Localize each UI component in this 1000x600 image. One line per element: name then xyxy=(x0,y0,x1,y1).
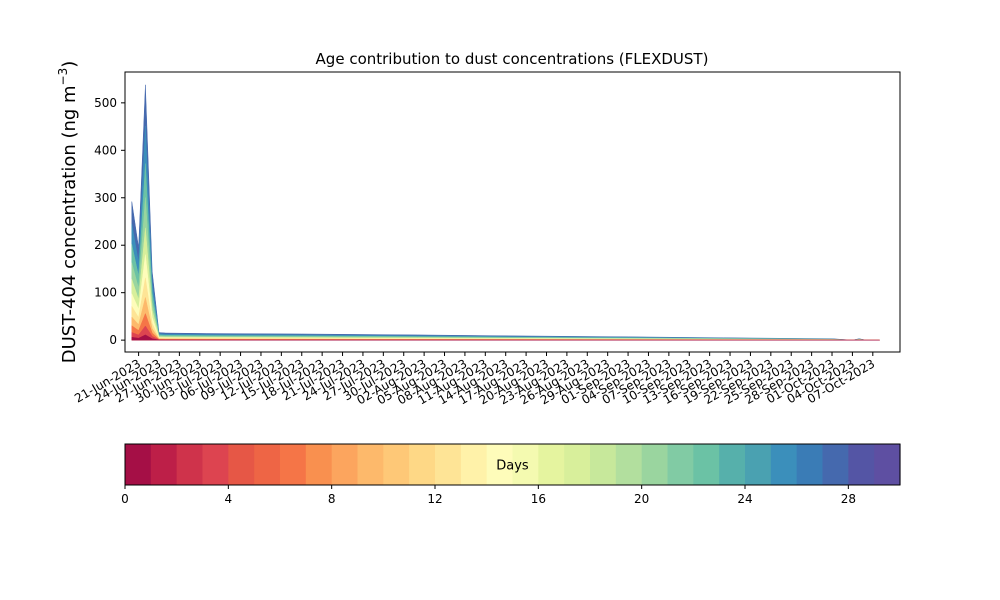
colorbar-tick-label: 24 xyxy=(737,492,752,506)
age-area-layer xyxy=(131,334,880,341)
colorbar-segment xyxy=(460,444,488,485)
colorbar-segment xyxy=(280,444,307,485)
colorbar-segment xyxy=(538,444,565,485)
colorbar-segment xyxy=(512,444,539,485)
age-area-layer xyxy=(131,197,880,341)
y-axis-label-text: DUST-404 concentration (ng m xyxy=(59,85,80,363)
colorbar-tick-label: 28 xyxy=(841,492,856,506)
age-area-layer xyxy=(131,125,880,341)
colorbar-segment xyxy=(770,444,798,485)
y-tick-label: 300 xyxy=(94,191,117,205)
y-tick-label: 200 xyxy=(94,238,117,252)
y-axis-label-unit-superscript: −3 xyxy=(56,68,70,86)
colorbar-segment xyxy=(202,444,229,485)
colorbar-segment xyxy=(719,444,746,485)
colorbar-segment xyxy=(305,444,333,485)
colorbar-segment xyxy=(693,444,720,485)
colorbar-segment xyxy=(848,444,875,485)
colorbar-segment xyxy=(383,444,410,485)
colorbar-segment xyxy=(796,444,824,485)
colorbar-tick-label: 16 xyxy=(531,492,546,506)
colorbar-tick-label: 4 xyxy=(225,492,233,506)
y-tick-label: 500 xyxy=(94,96,117,110)
age-area-layer xyxy=(131,227,880,341)
age-area-layer xyxy=(131,163,880,341)
colorbar-segment xyxy=(228,444,255,485)
colorbar-tick-label: 8 xyxy=(328,492,336,506)
colorbar-segment xyxy=(331,444,359,485)
colorbar-label: Days xyxy=(496,459,529,474)
colorbar-frame xyxy=(124,443,901,486)
age-area-layers xyxy=(131,84,880,341)
colorbar-segment xyxy=(150,444,178,485)
y-axis-label-close: ) xyxy=(59,61,80,68)
age-area-layer xyxy=(131,277,880,341)
colorbar-segment xyxy=(486,444,514,485)
colorbar-segment xyxy=(254,444,281,485)
colorbar-tick-label: 12 xyxy=(427,492,442,506)
y-axis-label: DUST-404 concentration (ng m−3) xyxy=(56,61,80,364)
colorbar-segment xyxy=(435,444,462,485)
colorbar-tick-label: 20 xyxy=(634,492,649,506)
colorbar-segment xyxy=(564,444,591,485)
age-area-layer xyxy=(131,84,880,341)
colorbar-tick-label: 0 xyxy=(121,492,129,506)
chart-title: Age contribution to dust concentrations … xyxy=(316,50,709,68)
y-tick-label: 0 xyxy=(109,333,117,347)
colorbar-segment xyxy=(667,444,694,485)
y-tick-label: 100 xyxy=(94,286,117,300)
colorbar-segment xyxy=(409,444,436,485)
plot-frame xyxy=(124,71,901,353)
colorbar-segment xyxy=(357,444,384,485)
colorbar-segment xyxy=(590,444,617,485)
colorbar-segment xyxy=(874,444,901,485)
colorbar-segment xyxy=(822,444,849,485)
colorbar: Days 0 4 8 12 16 20 24 28 xyxy=(121,443,901,506)
colorbar-segment xyxy=(745,444,772,485)
y-axis-ticks: 0 100 200 300 400 500 xyxy=(94,96,125,347)
age-area-layer xyxy=(131,254,880,341)
colorbar-segment xyxy=(615,444,643,485)
colorbar-segment xyxy=(641,444,669,485)
x-axis-ticks: 21-Jun-202324-Jun-202327-Jun-202330-Jun-… xyxy=(72,352,877,407)
y-tick-label: 400 xyxy=(94,143,117,157)
colorbar-segment xyxy=(125,444,152,485)
colorbar-segment xyxy=(176,444,204,485)
